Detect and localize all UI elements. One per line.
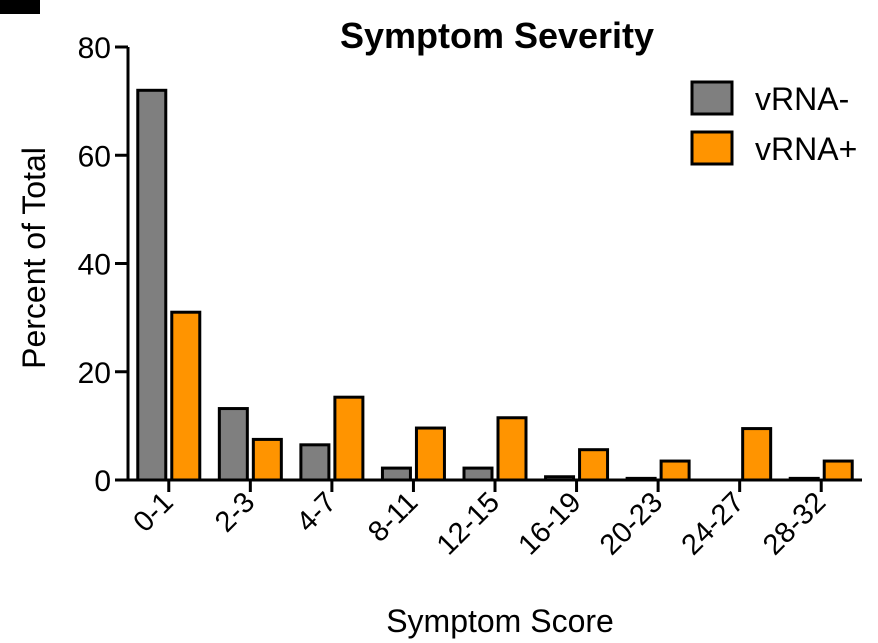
bar-vrna-pos (496, 416, 528, 482)
x-axis: 0-1 2-3 4-7 8-11 12-15 16-19 20-23 24-27 28-32 (127, 478, 862, 561)
x-tick-label: 24-27 (676, 486, 751, 561)
x-axis-title: Symptom Score (386, 603, 614, 639)
y-tick-label: 80 (78, 32, 111, 65)
bar-vrna-neg (462, 466, 494, 482)
bar-vrna-neg (788, 476, 820, 482)
legend-swatch (690, 130, 734, 166)
y-tick-label: 0 (94, 465, 111, 498)
bar-vrna-pos (578, 448, 610, 482)
corner-mark (0, 0, 40, 14)
y-tick-label: 20 (78, 357, 111, 390)
bar-vrna-neg (544, 475, 576, 482)
x-tick-label: 0-1 (127, 486, 179, 538)
y-tick-label: 60 (78, 140, 111, 173)
legend: vRNA-vRNA+ (690, 80, 857, 167)
bar-vrna-neg (380, 466, 412, 482)
x-tick-label: 28-32 (757, 486, 832, 561)
bar-vrna-neg (625, 476, 657, 482)
x-tick-label: 4-7 (291, 486, 343, 538)
x-tick-label: 8-11 (362, 486, 424, 548)
x-tick-label: 2-3 (209, 486, 261, 538)
bars (136, 88, 854, 482)
bar-vrna-pos (251, 437, 283, 482)
bar-vrna-pos (659, 459, 691, 482)
bar-vrna-neg (217, 407, 249, 482)
bar-vrna-pos (414, 426, 446, 482)
bar-vrna-neg (299, 443, 331, 482)
x-tick-label: 20-23 (594, 486, 669, 561)
x-tick-label: 12-15 (431, 486, 506, 561)
bar-vrna-neg (136, 88, 168, 482)
legend-label: vRNA- (755, 81, 849, 117)
bar-vrna-pos (822, 459, 854, 482)
x-tick-label: 16-19 (512, 486, 587, 561)
y-axis: 0 20 40 60 80 (78, 32, 130, 498)
y-axis-title: Percent of Total (16, 147, 52, 369)
chart-title: Symptom Severity (340, 15, 654, 56)
legend-label: vRNA+ (755, 131, 857, 167)
y-tick-label: 40 (78, 249, 111, 282)
bar-vrna-pos (333, 395, 365, 482)
bar-vrna-pos (741, 427, 773, 482)
legend-swatch (690, 80, 734, 116)
bar-vrna-pos (170, 310, 202, 482)
